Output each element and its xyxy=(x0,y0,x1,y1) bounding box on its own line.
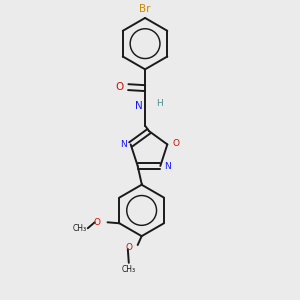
Text: CH₃: CH₃ xyxy=(122,265,136,274)
Text: N: N xyxy=(135,101,143,111)
Text: O: O xyxy=(115,82,123,92)
Text: O: O xyxy=(94,218,100,227)
Text: CH₃: CH₃ xyxy=(73,224,87,233)
Text: N: N xyxy=(120,140,127,149)
Text: N: N xyxy=(164,163,171,172)
Text: H: H xyxy=(156,99,163,108)
Text: Br: Br xyxy=(139,4,151,14)
Text: O: O xyxy=(126,242,133,251)
Text: O: O xyxy=(172,139,179,148)
